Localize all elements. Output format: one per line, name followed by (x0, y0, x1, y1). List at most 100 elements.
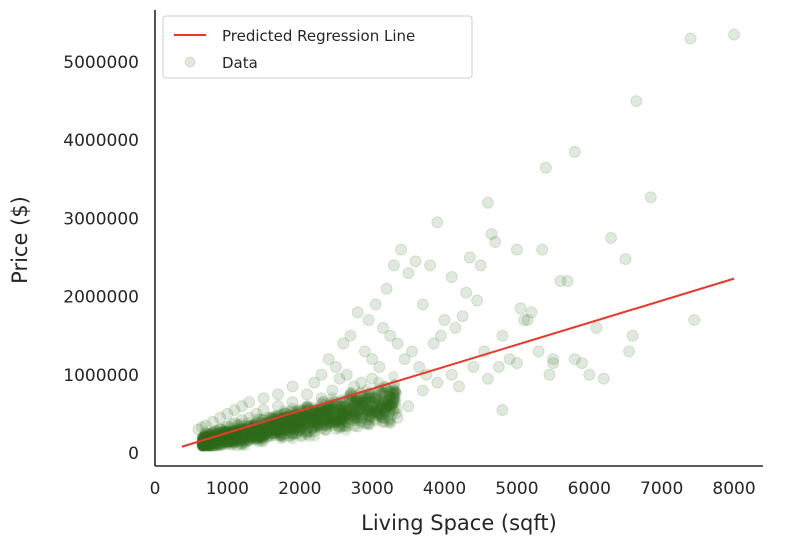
data-point (532, 345, 545, 358)
data-point (485, 228, 498, 241)
data-point (337, 414, 350, 427)
data-point-density (300, 426, 312, 438)
data-point (405, 345, 418, 358)
data-point (358, 345, 371, 358)
data-point-density (288, 420, 300, 432)
data-point-density (383, 390, 395, 402)
data-point-density (335, 421, 347, 433)
data-point-density (378, 404, 390, 416)
data-point-density (321, 412, 333, 424)
data-point-density (325, 415, 337, 427)
data-point-density (311, 421, 323, 433)
data-point-density (331, 400, 343, 412)
data-point-density (389, 393, 401, 405)
data-point-density (254, 428, 266, 440)
data-point-density (300, 417, 312, 429)
data-point-density (344, 404, 356, 416)
data-point-density (335, 401, 347, 413)
data-point (373, 360, 386, 373)
data-point-density (291, 422, 303, 434)
data-point-density (207, 437, 219, 449)
data-point-density (320, 408, 332, 420)
data-point-density (298, 415, 310, 427)
data-point-density (350, 407, 362, 419)
data-point-density (266, 421, 278, 433)
data-point-density (284, 417, 296, 429)
data-point (293, 423, 306, 436)
data-point-density (297, 422, 309, 434)
data-point-density (364, 412, 376, 424)
data-point-density (311, 413, 323, 425)
data-point-density (334, 414, 346, 426)
data-point-density (201, 438, 213, 450)
data-point-density (257, 425, 269, 437)
data-point-density (375, 410, 387, 422)
data-point-density (273, 425, 285, 437)
data-point (257, 392, 270, 405)
data-point-density (228, 432, 240, 444)
data-point-density (313, 412, 325, 424)
data-point-density (243, 435, 255, 447)
data-point-density (322, 421, 334, 433)
x-tick-label: 2000 (278, 479, 321, 499)
data-point-density (333, 421, 345, 433)
data-point-density (208, 440, 220, 452)
data-point-density (381, 383, 393, 395)
data-point-density (387, 387, 399, 399)
data-point-density (197, 440, 209, 452)
data-point-density (227, 433, 239, 445)
data-point-density (291, 427, 303, 439)
data-point-density (284, 421, 296, 433)
data-point-density (283, 426, 295, 438)
data-point-density (294, 414, 306, 426)
data-point-density (315, 420, 327, 432)
data-point-density (378, 388, 390, 400)
data-point-density (319, 402, 331, 414)
data-point-density (225, 433, 237, 445)
data-point-density (333, 414, 345, 426)
data-point-density (241, 429, 253, 441)
data-point-density (299, 410, 311, 422)
data-point-density (337, 414, 349, 426)
data-point-density (315, 408, 327, 420)
data-point-density (291, 414, 303, 426)
data-point-density (312, 408, 324, 420)
data-point-density (231, 431, 243, 443)
data-point-density (388, 383, 400, 395)
data-point-density (221, 438, 233, 450)
data-point-density (264, 423, 276, 435)
data-point (630, 95, 643, 108)
data-point-density (260, 429, 272, 441)
data-point-density (385, 405, 397, 417)
data-point-density (259, 424, 271, 436)
data-point-density (209, 438, 221, 450)
data-point-density (220, 437, 232, 449)
data-point-density (364, 393, 376, 405)
data-point-density (320, 425, 332, 437)
data-point-density (323, 415, 335, 427)
data-point-density (283, 417, 295, 429)
data-point-density (362, 404, 374, 416)
data-point-density (278, 418, 290, 430)
data-point (290, 427, 303, 440)
x-tick-label: 7000 (640, 479, 683, 499)
data-point-density (272, 425, 284, 437)
data-point (199, 419, 212, 432)
data-point (322, 403, 335, 416)
data-point-density (320, 405, 332, 417)
data-point (272, 424, 285, 437)
data-point-density (378, 407, 390, 419)
data-point-density (231, 440, 243, 452)
data-point-density (310, 417, 322, 429)
data-point-density (347, 406, 359, 418)
data-point-density (372, 404, 384, 416)
data-point-density (294, 417, 306, 429)
data-point-density (336, 411, 348, 423)
data-point-density (263, 425, 275, 437)
data-point-density (316, 413, 328, 425)
data-point-density (268, 421, 280, 433)
data-point-density (211, 440, 223, 452)
data-point-density (375, 399, 387, 411)
data-point-density (299, 415, 311, 427)
data-point-density (352, 396, 364, 408)
